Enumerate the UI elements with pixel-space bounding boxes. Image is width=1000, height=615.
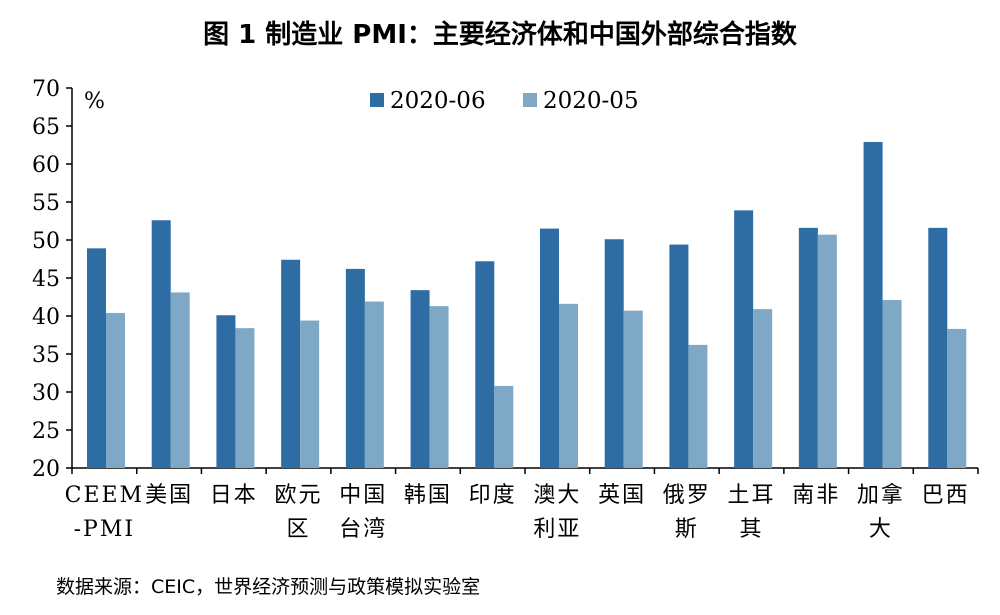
bar-2020-05-11: [817, 234, 837, 468]
bar-2020-06-5: [410, 290, 430, 468]
x-tick-label: 土耳: [727, 483, 775, 508]
bar-2020-06-0: [87, 248, 106, 468]
x-tick-label: 俄罗: [663, 483, 711, 508]
y-tick-label: 25: [32, 419, 60, 444]
y-tick-label: 60: [32, 153, 60, 178]
bar-2020-06-2: [216, 315, 236, 468]
x-tick-label: 美国: [145, 483, 193, 508]
x-tick-label: 韩国: [404, 483, 452, 508]
y-tick-label: 55: [32, 191, 60, 216]
bar-2020-05-8: [623, 310, 643, 468]
x-tick-label: 南非: [792, 483, 840, 508]
bar-2020-06-6: [475, 261, 495, 468]
bar-2020-06-4: [345, 268, 365, 468]
y-tick-label: 65: [32, 115, 60, 140]
bar-2020-05-12: [882, 300, 902, 468]
y-tick-label: 70: [32, 77, 60, 102]
legend: 2020-06 2020-05: [370, 88, 639, 114]
legend-label-2020-06: 2020-06: [390, 88, 486, 114]
x-tick-label: 澳大: [533, 483, 581, 508]
y-tick-label: 45: [32, 267, 60, 292]
bar-2020-06-12: [863, 141, 883, 468]
x-tick-label: 台湾: [339, 517, 387, 542]
bar-2020-06-10: [734, 210, 754, 469]
axes: [66, 87, 979, 474]
bar-2020-06-8: [604, 239, 624, 468]
bar-2020-06-11: [798, 227, 818, 468]
x-tick-label: CEEM: [65, 483, 144, 508]
y-tick-label: 40: [32, 305, 60, 330]
bar-2020-06-13: [928, 227, 948, 468]
legend-label-2020-05: 2020-05: [543, 88, 639, 114]
x-tick-label: 大: [869, 517, 893, 542]
bar-2020-05-7: [559, 303, 578, 468]
source-note: 数据来源：CEIC，世界经济预测与政策模拟实验室: [56, 576, 481, 598]
x-tick-label: 利亚: [533, 517, 581, 542]
y-tick-labels: 20 25 30 35 40 45 50 55 60 65 70%: [32, 77, 105, 482]
x-tick-label: 英国: [598, 483, 646, 508]
bar-2020-06-3: [281, 259, 301, 468]
bar-2020-05-10: [753, 309, 773, 468]
legend-swatch-2020-05: [523, 93, 537, 107]
bar-2020-05-9: [688, 344, 708, 468]
bars: [87, 141, 967, 469]
chart-title: 图 1 制造业 PMI：主要经济体和中国外部综合指数: [203, 20, 797, 50]
y-tick-label: 50: [32, 229, 60, 254]
bar-2020-05-5: [429, 306, 449, 468]
bar-2020-06-1: [151, 220, 171, 468]
bar-2020-05-2: [235, 328, 255, 468]
x-tick-label: 欧元: [274, 483, 322, 508]
legend-swatch-2020-06: [370, 93, 384, 107]
y-tick-label: 35: [32, 343, 60, 368]
x-tick-label: 加拿: [857, 482, 905, 508]
y-tick-label: 30: [32, 381, 60, 406]
x-tick-label: 印度: [469, 483, 517, 508]
x-tick-label: 巴西: [922, 483, 970, 508]
bar-2020-06-9: [669, 244, 689, 468]
bar-2020-05-1: [170, 292, 190, 468]
bar-2020-05-3: [300, 320, 320, 468]
bar-2020-05-6: [494, 385, 514, 468]
x-tick-label: 中国: [339, 483, 387, 508]
x-tick-label: -PMI: [74, 517, 135, 542]
x-tick-label: 日本: [210, 483, 258, 508]
x-tick-label: 区: [286, 517, 310, 542]
x-tick-label: 其: [739, 517, 763, 542]
bar-2020-05-13: [947, 328, 967, 468]
bar-2020-06-7: [540, 228, 559, 468]
y-unit-label: %: [84, 89, 105, 114]
x-tick-label: 斯: [675, 517, 699, 542]
y-tick-label: 20: [32, 457, 60, 482]
bar-2020-05-0: [106, 312, 125, 468]
bar-2020-05-4: [364, 301, 384, 468]
